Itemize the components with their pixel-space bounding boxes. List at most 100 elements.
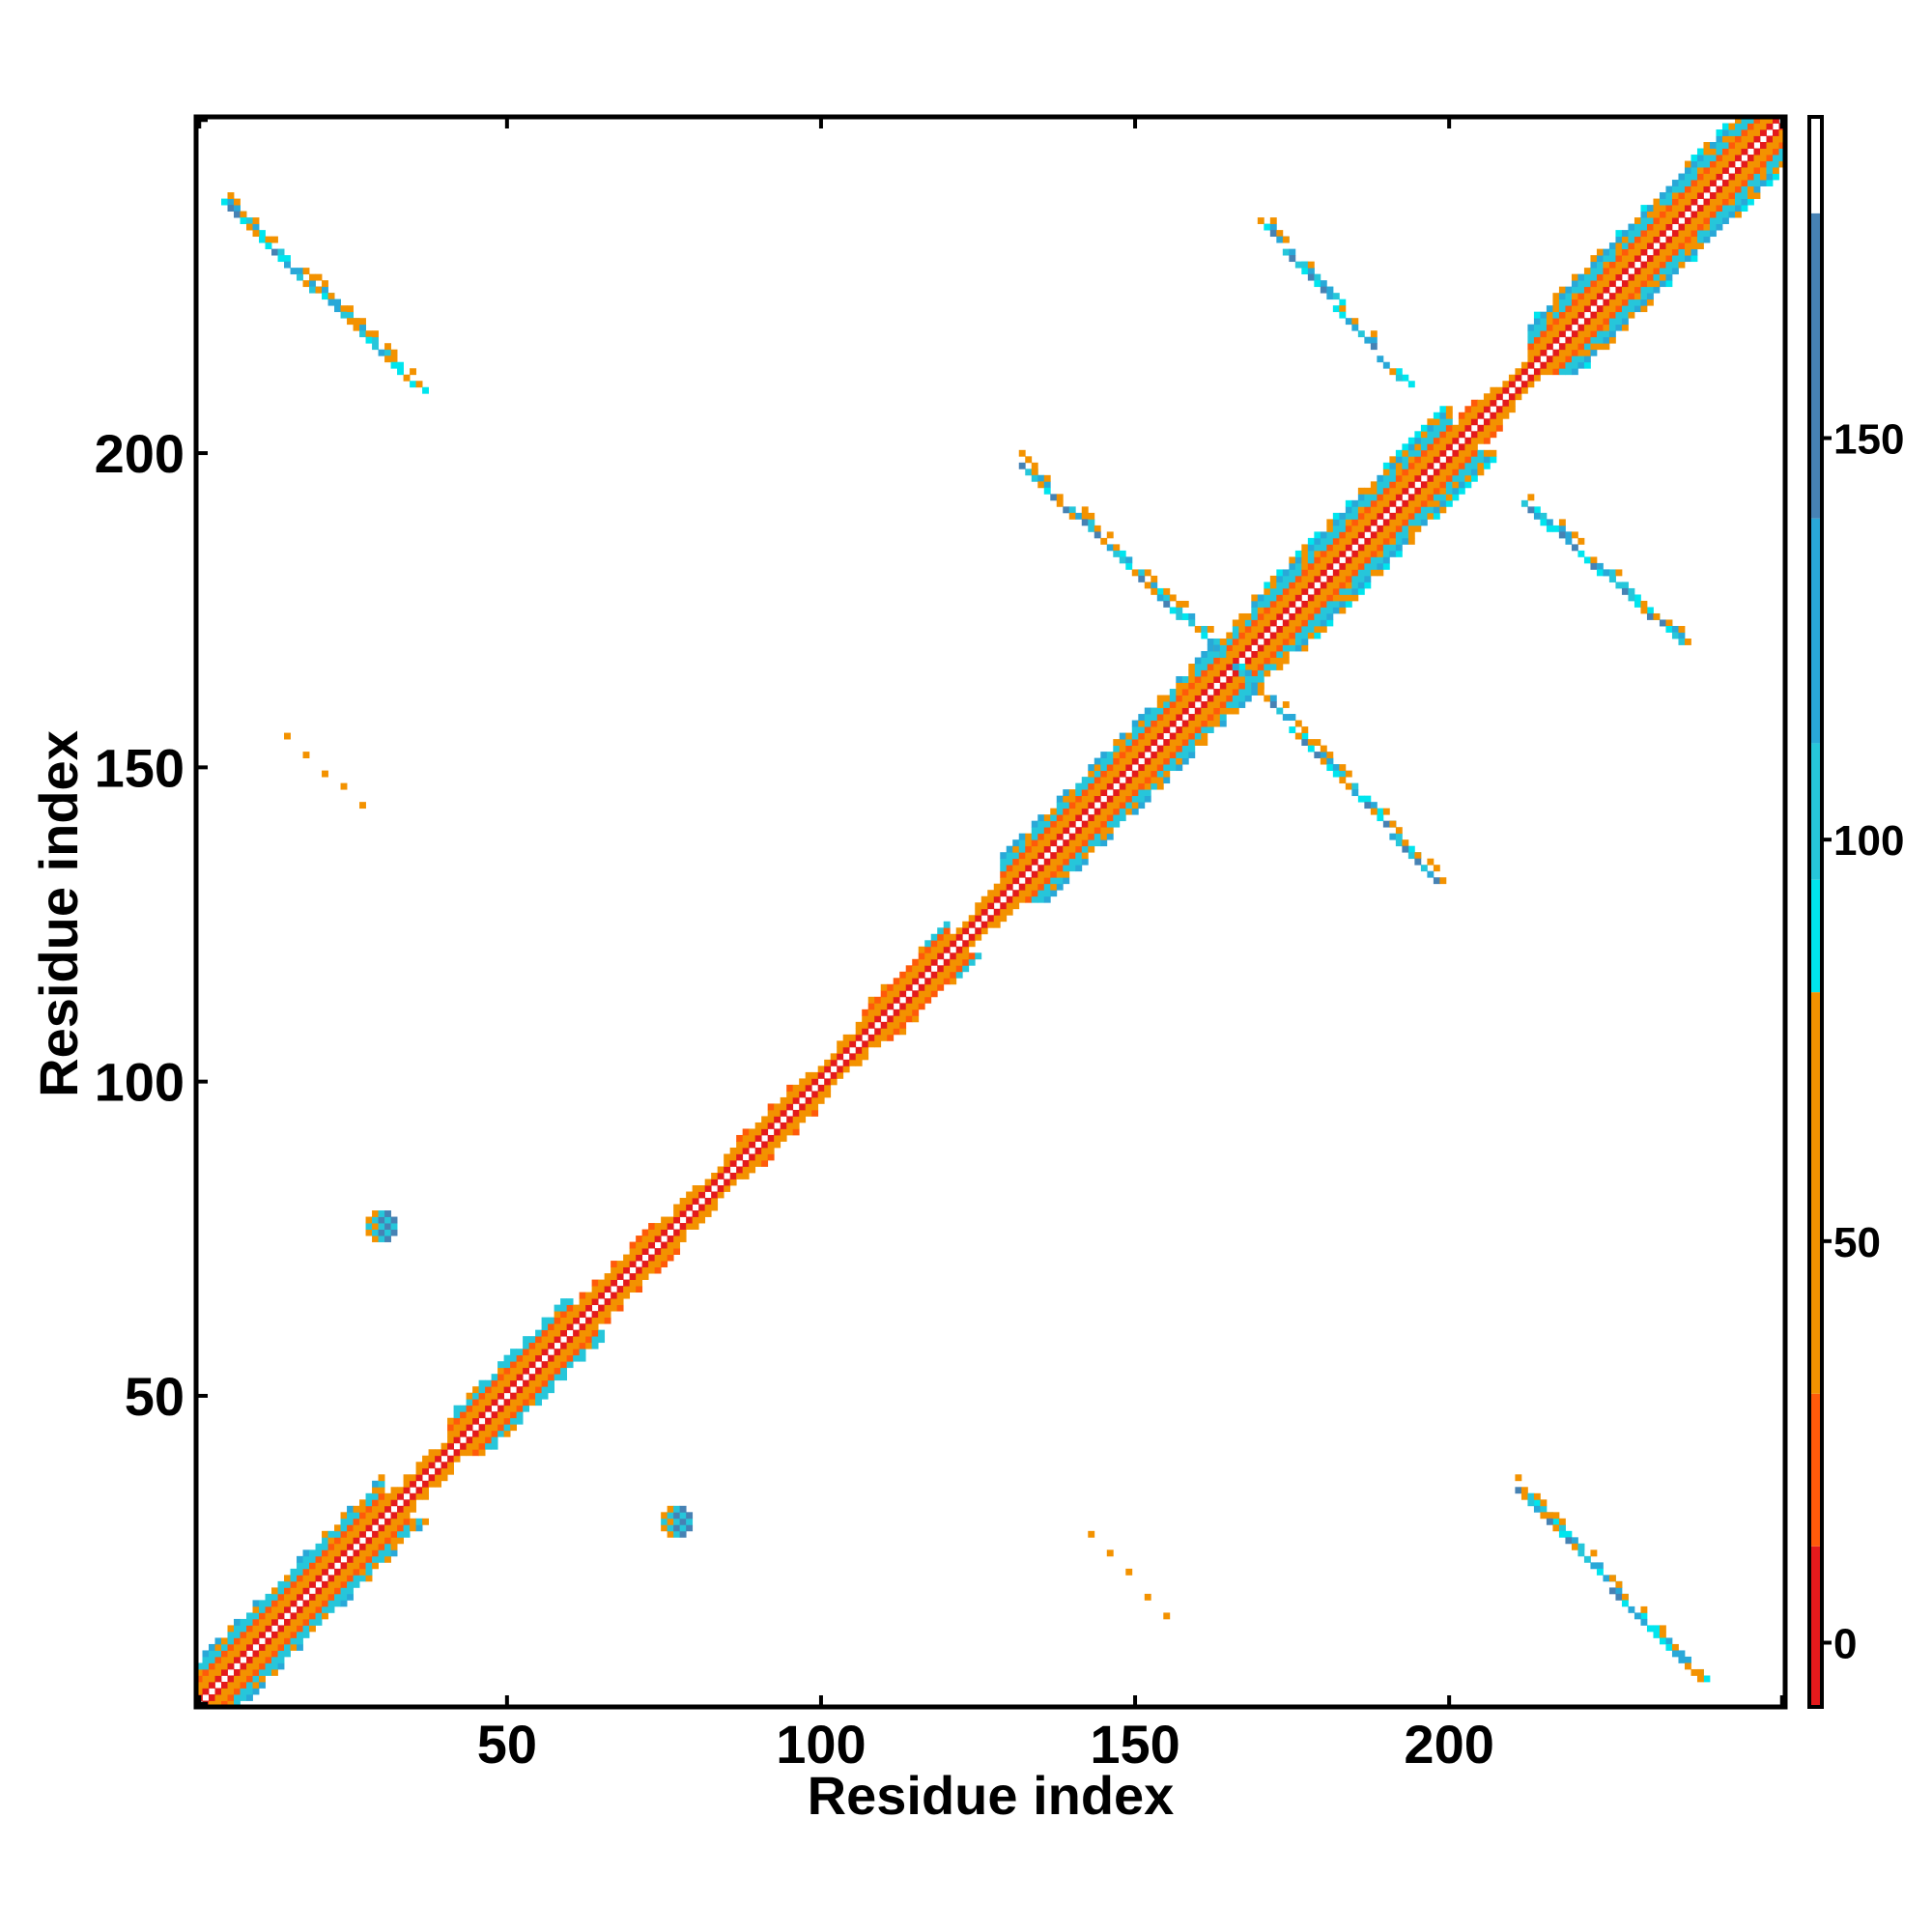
heatmap-cell	[1552, 311, 1560, 319]
heatmap-cell	[365, 1223, 373, 1230]
heatmap-cell	[591, 1298, 599, 1306]
heatmap-cell	[993, 890, 1001, 897]
heatmap-cell	[1565, 318, 1573, 326]
heatmap-cell	[623, 1292, 631, 1299]
heatmap-cell	[327, 1575, 335, 1582]
heatmap-cell	[284, 1643, 291, 1651]
heatmap-cell	[1546, 318, 1553, 326]
heatmap-cell	[761, 1141, 769, 1149]
heatmap-cell	[365, 1524, 373, 1532]
heatmap-cell	[1546, 311, 1553, 319]
heatmap-cell	[1407, 512, 1415, 520]
heatmap-cell	[1251, 664, 1259, 670]
heatmap-cell	[1659, 205, 1666, 212]
heatmap-cell	[1565, 336, 1573, 344]
heatmap-cell	[968, 952, 976, 960]
heatmap-cell	[1213, 638, 1221, 645]
heatmap-cell	[491, 1442, 498, 1450]
heatmap-cell	[1163, 707, 1171, 715]
heatmap-cell	[1100, 808, 1108, 815]
heatmap-cell	[1068, 512, 1076, 520]
heatmap-cell	[340, 1580, 348, 1588]
heatmap-cell	[1131, 782, 1139, 790]
heatmap-cell	[1181, 739, 1189, 746]
heatmap-cell	[541, 1329, 549, 1337]
heatmap-cell	[1063, 865, 1070, 872]
heatmap-cell	[1063, 789, 1070, 797]
heatmap-cell	[1603, 1575, 1610, 1582]
heatmap-cell	[1709, 217, 1717, 224]
heatmap-cell	[604, 1317, 611, 1324]
heatmap-cell	[259, 230, 266, 238]
heatmap-cell	[1294, 720, 1302, 727]
heatmap-cell	[1671, 1650, 1679, 1658]
heatmap-cell	[359, 1568, 366, 1576]
heatmap-cell	[372, 1512, 379, 1520]
heatmap-cell	[478, 1379, 486, 1387]
heatmap-cell	[497, 1361, 504, 1369]
heatmap-cell	[749, 1166, 756, 1174]
heatmap-cell	[1407, 462, 1415, 469]
heatmap-cell	[1364, 575, 1372, 582]
heatmap-cell	[1458, 487, 1465, 495]
heatmap-cell	[1075, 827, 1083, 835]
heatmap-cell	[1131, 739, 1139, 746]
heatmap-cell	[372, 1518, 379, 1525]
heatmap-cell	[1081, 519, 1089, 526]
heatmap-cell	[1345, 587, 1352, 595]
heatmap-cell	[1251, 607, 1259, 614]
heatmap-cell	[1433, 512, 1440, 520]
heatmap-cell	[503, 1379, 511, 1387]
heatmap-cell	[1156, 707, 1164, 715]
heatmap-cell	[466, 1392, 473, 1400]
heatmap-cell	[1608, 1587, 1616, 1595]
heatmap-cell	[1238, 625, 1246, 633]
heatmap-cell	[1357, 575, 1365, 582]
heatmap-cell	[1628, 587, 1635, 595]
heatmap-cell	[297, 1562, 303, 1570]
heatmap-cell	[918, 971, 925, 979]
heatmap-cell	[365, 1505, 373, 1513]
heatmap-cell	[1138, 714, 1146, 721]
heatmap-cell	[1194, 664, 1202, 670]
heatmap-cell	[309, 1600, 316, 1607]
heatmap-cell	[1113, 802, 1121, 810]
heatmap-cell	[440, 1467, 448, 1475]
heatmap-cell	[742, 1173, 750, 1179]
heatmap-cell	[1276, 644, 1284, 652]
heatmap-cell	[811, 1109, 819, 1117]
heatmap-cell	[1615, 1587, 1623, 1595]
heatmap-cell	[1320, 582, 1327, 589]
heatmap-cell	[1226, 657, 1234, 665]
heatmap-cell	[1043, 820, 1051, 828]
heatmap-cell	[271, 1593, 278, 1601]
heatmap-cell	[955, 946, 963, 953]
heatmap-cell	[472, 1436, 479, 1444]
heatmap-cell	[943, 940, 951, 948]
heatmap-cell	[1571, 368, 1578, 376]
heatmap-cell	[1163, 726, 1171, 733]
heatmap-cell	[724, 1185, 731, 1192]
colorbar-tick-label: 150	[1833, 416, 1904, 464]
heatmap-cell	[1458, 456, 1465, 464]
heatmap-cell	[227, 1656, 235, 1663]
heatmap-cell	[1696, 242, 1704, 250]
heatmap-cell	[1326, 607, 1334, 614]
heatmap-cell	[874, 1003, 882, 1010]
heatmap-cell	[1439, 481, 1447, 489]
heatmap-cell	[661, 1261, 668, 1267]
heatmap-cell	[309, 1625, 316, 1633]
heatmap-cell	[1558, 368, 1566, 376]
heatmap-cell	[1407, 852, 1415, 860]
heatmap-cell	[1527, 336, 1535, 344]
heatmap-cell	[372, 1505, 379, 1513]
heatmap-cell	[271, 1656, 278, 1663]
heatmap-cell	[623, 1266, 631, 1274]
heatmap-cell	[780, 1103, 787, 1111]
heatmap-cell	[1716, 142, 1723, 149]
heatmap-cell	[240, 1618, 247, 1626]
heatmap-cell	[673, 1241, 681, 1249]
heatmap-cell	[1407, 525, 1415, 532]
heatmap-cell	[993, 883, 1001, 891]
heatmap-cell	[1339, 531, 1347, 539]
